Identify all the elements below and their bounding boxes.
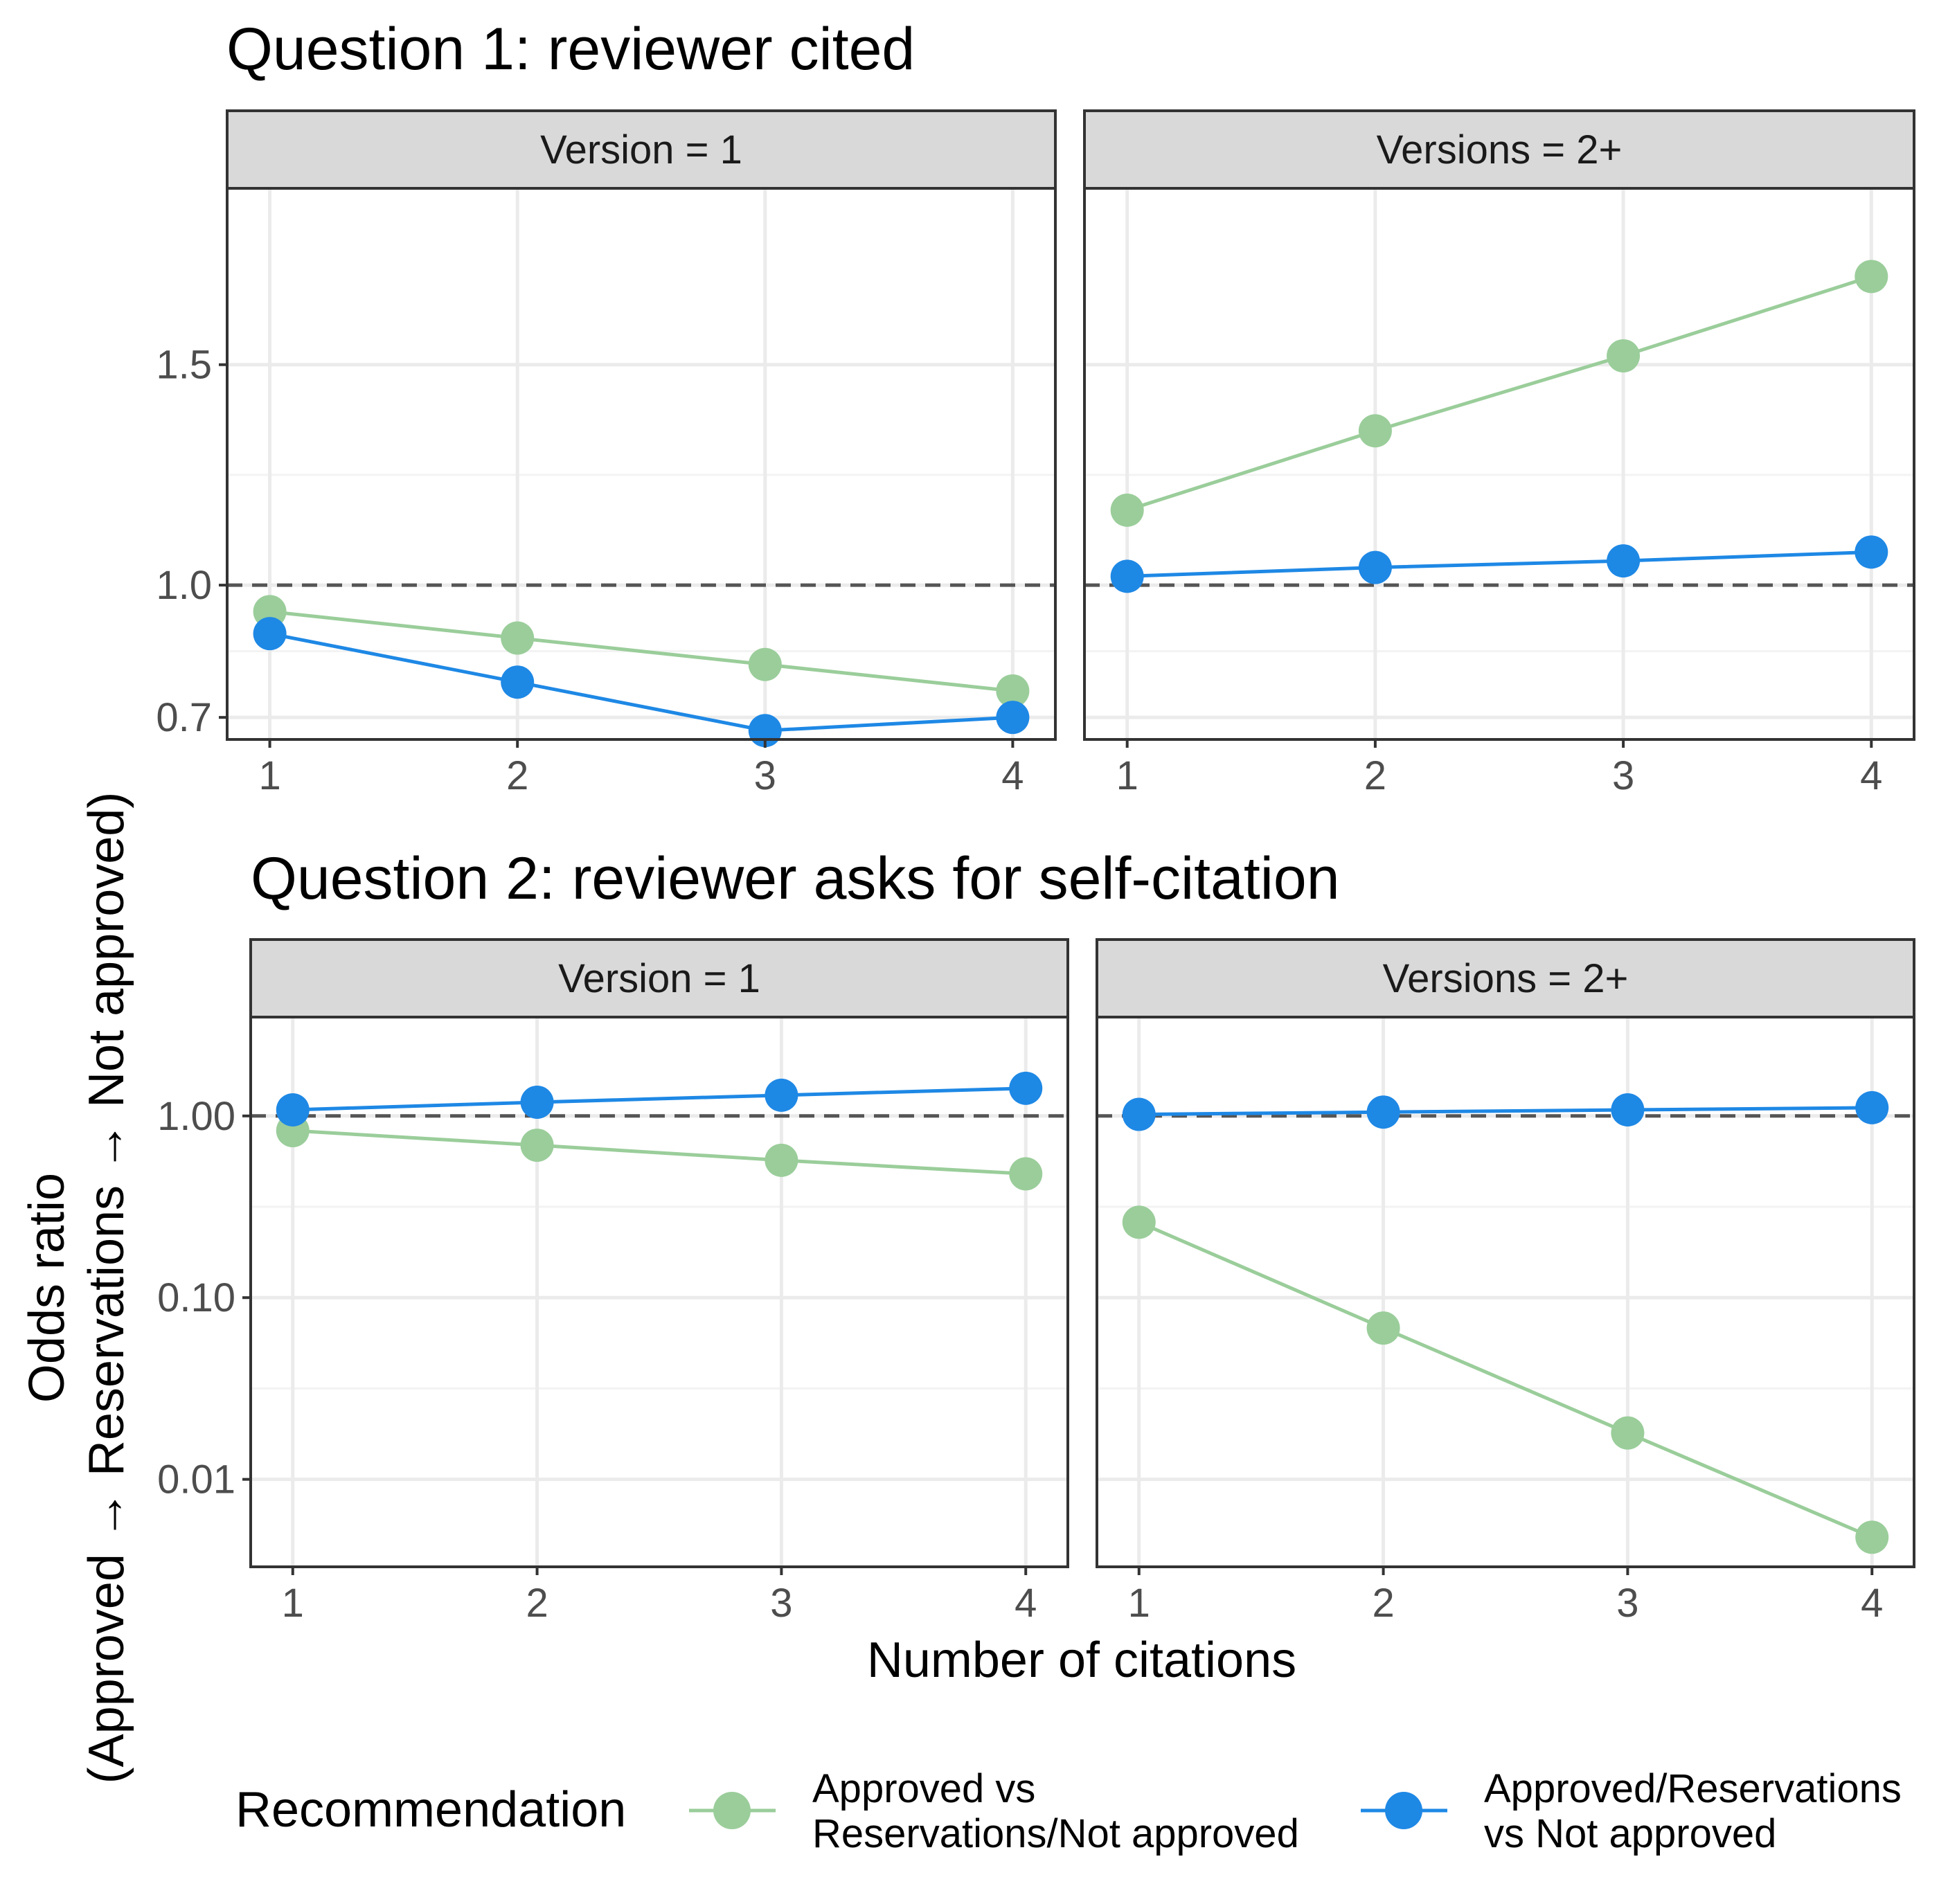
q1-panel-1-point-approved_vs_rest — [996, 674, 1030, 708]
q2-panel-1-point-approved_vs_rest — [765, 1143, 798, 1177]
q2-panel-2-point-approved_vs_rest — [1122, 1205, 1156, 1239]
legend-item-1-line2: Reservations/Not approved — [812, 1811, 1299, 1856]
y-axis-title-line2: (Approved → Reservations → Not approved) — [79, 792, 134, 1784]
q1-panel-2-background — [1084, 188, 1914, 739]
q2-panel-1-point-approved_res_vs_not — [276, 1093, 310, 1127]
q2-panel-1-y-tick-label: 0.10 — [157, 1275, 235, 1320]
legend-title: Recommendation — [235, 1782, 626, 1838]
q2-panel-1-point-approved_res_vs_not — [1009, 1071, 1043, 1105]
q2-panel-1-point-approved_vs_rest — [1009, 1157, 1043, 1191]
q1-panel-2-point-approved_vs_rest — [1607, 339, 1641, 372]
q2-panel-2-point-approved_vs_rest — [1611, 1416, 1645, 1450]
q2-panel-2-strip-label: Versions = 2+ — [1383, 956, 1629, 1001]
q2-panel-1-strip — [249, 938, 1069, 1018]
plot-layer: Version = 1 1 2 3 4 0.7 1.0 1.5 Versions = 2+ 1 2 3… — [156, 109, 1915, 1626]
q1-panel-1-x-tick-label: 1 — [258, 753, 280, 798]
q1-panel-2-series-line-approved_vs_rest — [1126, 274, 1873, 512]
legend-key-point-green — [713, 1792, 751, 1829]
q2-panel-1-x-tick-label: 4 — [1015, 1581, 1037, 1626]
q1-panel-2-point-approved_res_vs_not — [1607, 544, 1641, 578]
q1-panel-2-x-tick-label: 1 — [1116, 753, 1138, 798]
q1-panel-1-series-line-approved_vs_rest — [269, 609, 1013, 693]
q2-panel-1-y-tick-label: 0.01 — [157, 1457, 235, 1502]
q1-panel-2-point-approved_res_vs_not — [1855, 535, 1888, 569]
q2-panel-2-x-tick-label: 1 — [1128, 1581, 1150, 1626]
q1-panel-1-point-approved_res_vs_not — [253, 617, 287, 651]
q1-panel-1-point-approved_vs_rest — [748, 647, 782, 681]
q1-panel-1-point-approved_res_vs_not — [501, 665, 535, 699]
q2-panel-2-point-approved_res_vs_not — [1855, 1090, 1889, 1124]
y-axis-title-line1: Odds ratio — [19, 1173, 75, 1403]
q1-panel-1-point-approved_res_vs_not — [996, 701, 1030, 735]
legend-item-approved-vs-rest: Approved vs Reservations/Not approved — [689, 1766, 1299, 1856]
q1-panel-2-point-approved_vs_rest — [1855, 260, 1888, 294]
q2-panel-2-x-tick-label: 3 — [1616, 1581, 1638, 1626]
q1-panel-1-x-tick-label: 2 — [506, 753, 528, 798]
q2-panel-1-series-line-approved_res_vs_not — [292, 1086, 1026, 1112]
legend-key-point-blue — [1385, 1792, 1422, 1829]
q2-panel-2-background — [1097, 1017, 1914, 1567]
q1-panel-2-point-approved_vs_rest — [1358, 414, 1392, 448]
legend-item-2-line1: Approved/Reservations — [1484, 1766, 1902, 1811]
legend: Recommendation Approved vs Reservations/… — [235, 1766, 1902, 1856]
q1-panel-2-x-tick-label: 3 — [1612, 753, 1634, 798]
q2-panel-2-x-tick-label: 4 — [1861, 1581, 1883, 1626]
q1-panel-2-strip-label: Versions = 2+ — [1377, 127, 1623, 172]
q2-panel-2-series-line-approved_vs_rest — [1138, 1221, 1873, 1539]
q2-panel-1-x-tick-label: 1 — [282, 1581, 304, 1626]
q2-panel-1: Version = 1 1 2 3 4 0.01 0.10 1.00 — [157, 938, 1069, 1626]
q2-panel-1-point-approved_vs_rest — [520, 1129, 554, 1162]
q2-panel-1-series-line-approved_vs_rest — [292, 1129, 1026, 1176]
q2-panel-1-point-approved_res_vs_not — [520, 1085, 554, 1119]
q1-panel-2: Versions = 2+ 1 2 3 4 — [1083, 109, 1915, 798]
q1-panel-2-point-approved_res_vs_not — [1358, 550, 1392, 584]
q2-panel-1-strip-label: Version = 1 — [558, 956, 760, 1001]
q2-panel-1-point-approved_res_vs_not — [765, 1078, 798, 1112]
q2-panel-2-point-approved_vs_rest — [1366, 1311, 1400, 1345]
q2-panel-1-y-tick-label: 1.00 — [157, 1094, 235, 1139]
q2-panel-2: Versions = 2+ 1 2 3 4 — [1096, 938, 1915, 1626]
q1-panel-1-strip-label: Version = 1 — [540, 127, 742, 172]
q1-panel-2-x-tick-label: 2 — [1364, 753, 1386, 798]
q2-panel-2-x-tick-label: 2 — [1372, 1581, 1394, 1626]
q2-panel-2-point-approved_vs_rest — [1855, 1520, 1889, 1554]
q1-panel-1-point-approved_vs_rest — [501, 621, 535, 655]
q1-panel-1-y-tick-label: 0.7 — [156, 695, 212, 740]
q1-panel-1-series-line-approved_res_vs_not — [269, 631, 1013, 733]
legend-item-2-line2: vs Not approved — [1484, 1811, 1776, 1856]
legend-item-1-line1: Approved vs — [812, 1766, 1035, 1811]
q1-panel-1-y-tick-label: 1.0 — [156, 563, 212, 608]
q1-panel-2-series-line-approved_res_vs_not — [1127, 550, 1872, 578]
q2-panel-2-point-approved_res_vs_not — [1366, 1095, 1400, 1129]
question-1-title: Question 1: reviewer cited — [226, 16, 915, 82]
q2-panel-2-strip — [1096, 938, 1915, 1018]
q1-panel-1-strip — [226, 109, 1057, 190]
question-2-title: Question 2: reviewer asks for self-citat… — [251, 845, 1340, 912]
q1-panel-1-background — [227, 188, 1055, 739]
q1-panel-1-y-tick-label: 1.5 — [156, 343, 212, 388]
q1-panel-2-point-approved_vs_rest — [1110, 493, 1144, 527]
legend-item-approved-res-vs-not: Approved/Reservations vs Not approved — [1361, 1766, 1902, 1856]
q1-panel-1-x-tick-label: 3 — [754, 753, 776, 798]
q2-panel-1-x-tick-label: 2 — [526, 1581, 548, 1626]
q1-panel-2-x-tick-label: 4 — [1860, 753, 1882, 798]
q1-panel-1-x-tick-label: 4 — [1001, 753, 1024, 798]
q2-panel-1-background — [251, 1017, 1068, 1567]
q1-panel-2-point-approved_res_vs_not — [1110, 559, 1144, 593]
q2-panel-1-x-tick-label: 3 — [770, 1581, 792, 1626]
q2-panel-2-point-approved_res_vs_not — [1122, 1097, 1156, 1131]
x-axis-title: Number of citations — [867, 1633, 1296, 1688]
q1-panel-1: Version = 1 1 2 3 4 0.7 1.0 1.5 — [156, 109, 1057, 798]
q1-panel-2-strip — [1083, 109, 1915, 190]
q2-panel-2-point-approved_res_vs_not — [1611, 1093, 1645, 1127]
q2-panel-2-series-line-approved_res_vs_not — [1138, 1106, 1873, 1117]
